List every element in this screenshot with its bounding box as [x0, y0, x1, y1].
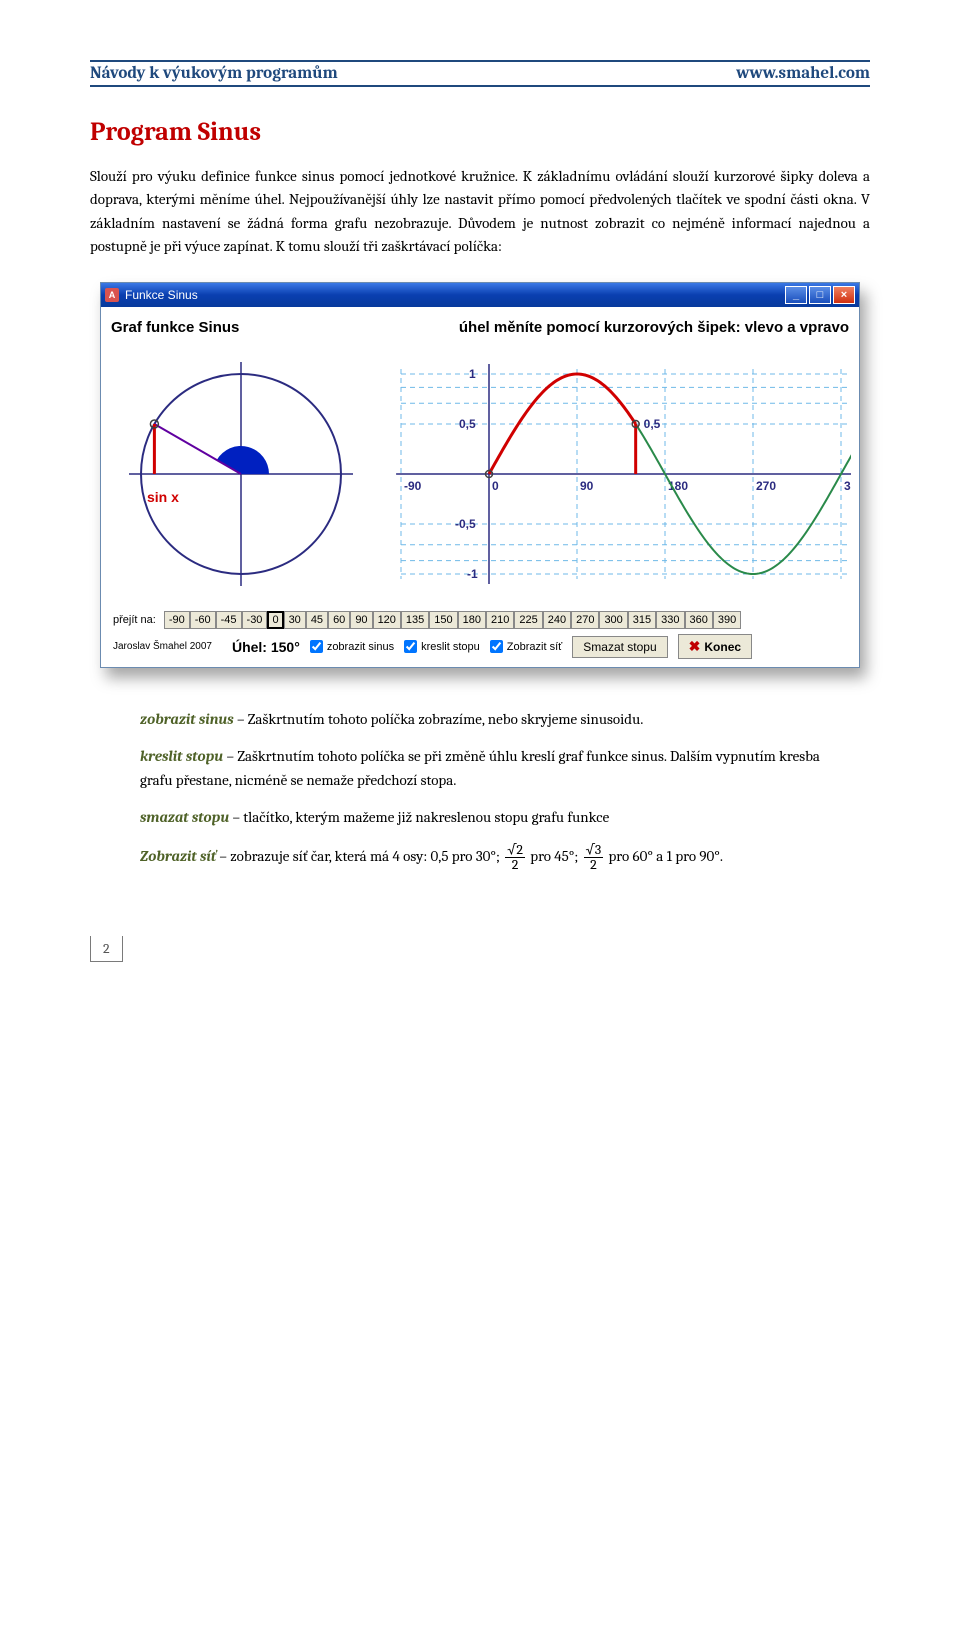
svg-text:90: 90: [580, 479, 594, 493]
def4-term: Zobrazit síť: [140, 847, 216, 865]
app-icon: A: [105, 288, 119, 302]
def1-term: zobrazit sinus: [140, 710, 234, 728]
window-titlebar: A Funkce Sinus _ □ ×: [101, 283, 859, 307]
def-zobrazit-sit: Zobrazit síť – zobrazuje síť čar, která …: [140, 843, 820, 872]
cb-sinus-label: zobrazit sinus: [327, 641, 394, 653]
svg-text:0: 0: [492, 479, 499, 493]
def2-term: kreslit stopu: [140, 747, 223, 765]
angle-preset-button[interactable]: 315: [628, 611, 656, 629]
def1-text: – Zaškrtnutím tohoto políčka zobrazíme, …: [234, 710, 644, 728]
angle-preset-button[interactable]: 30: [284, 611, 306, 629]
angle-preset-button[interactable]: 60: [328, 611, 350, 629]
def3-text: – tlačítko, kterým mažeme již nakresleno…: [229, 808, 609, 826]
heading-right: úhel měníte pomocí kurzorových šipek: vl…: [459, 319, 849, 336]
angle-preset-button[interactable]: 270: [571, 611, 599, 629]
window-title: Funkce Sinus: [125, 288, 198, 302]
bottom-controls-row: Jaroslav Šmahel 2007 Úhel: 150° zobrazit…: [111, 630, 849, 661]
angle-preset-button[interactable]: 240: [543, 611, 571, 629]
angle-preset-button[interactable]: 330: [656, 611, 684, 629]
svg-text:-0,5: -0,5: [455, 517, 476, 531]
fraction-sqrt3-2: √32: [584, 843, 604, 872]
angle-preset-button[interactable]: 180: [458, 611, 486, 629]
svg-text:0,5: 0,5: [644, 417, 661, 431]
svg-text:-90: -90: [404, 479, 422, 493]
angle-preset-button[interactable]: 120: [373, 611, 401, 629]
angle-preset-button[interactable]: -90: [164, 611, 190, 629]
angle-preset-button[interactable]: 210: [486, 611, 514, 629]
angle-preset-button[interactable]: -45: [216, 611, 242, 629]
svg-text:-1: -1: [467, 567, 478, 581]
def4-text-a: – zobrazuje síť čar, která má 4 osy: 0,5…: [216, 847, 503, 865]
cb-sinus-input[interactable]: [310, 640, 323, 653]
angle-buttons-row: přejít na: -90-60-45-3003045609012013515…: [111, 610, 849, 630]
angle-preset-button[interactable]: 360: [685, 611, 713, 629]
svg-text:sin x: sin x: [147, 489, 179, 505]
intro-paragraph: Slouží pro výuku definice funkce sinus p…: [90, 165, 870, 258]
konec-button[interactable]: ✖ Konec: [678, 634, 752, 659]
checkbox-kreslit-stopu[interactable]: kreslit stopu: [404, 640, 480, 653]
def4-text-b: pro 45°;: [527, 847, 582, 865]
page-number: 2: [90, 936, 123, 962]
svg-text:360: 360: [844, 479, 851, 493]
angle-preset-button[interactable]: 135: [401, 611, 429, 629]
angle-preset-button[interactable]: 0: [267, 611, 283, 629]
window-maximize-button[interactable]: □: [809, 286, 831, 304]
angle-preset-button[interactable]: 90: [350, 611, 372, 629]
smazat-stopu-button[interactable]: Smazat stopu: [572, 636, 667, 658]
app-screenshot: A Funkce Sinus _ □ × Graf funkce Sinus ú…: [100, 282, 860, 668]
page-footer: 2: [90, 886, 870, 962]
current-angle-label: Úhel: 150°: [232, 639, 300, 655]
cb-sit-label: Zobrazit síť: [507, 641, 562, 653]
fraction-sqrt2-2: √22: [505, 843, 525, 872]
def-kreslit-stopu: kreslit stopu – Zaškrtnutím tohoto políč…: [140, 745, 820, 792]
app-heading-row: Graf funkce Sinus úhel měníte pomocí kur…: [111, 319, 849, 336]
checkbox-zobrazit-sinus[interactable]: zobrazit sinus: [310, 640, 394, 653]
def-zobrazit-sinus: zobrazit sinus – Zaškrtnutím tohoto polí…: [140, 708, 820, 731]
svg-text:270: 270: [756, 479, 776, 493]
window-close-button[interactable]: ×: [833, 286, 855, 304]
cb-stopu-input[interactable]: [404, 640, 417, 653]
def3-term: smazat stopu: [140, 808, 229, 826]
angle-preset-button[interactable]: 390: [713, 611, 741, 629]
drawing-area: sin x-9009018027036010,5-0,5-10,5: [111, 344, 851, 604]
app-content: Graf funkce Sinus úhel měníte pomocí kur…: [101, 307, 859, 667]
definitions-block: zobrazit sinus – Zaškrtnutím tohoto polí…: [140, 708, 820, 872]
header-left: Návody k výukovým programům: [90, 64, 338, 83]
angle-preset-button[interactable]: 45: [306, 611, 328, 629]
def2-text: – Zaškrtnutím tohoto políčka se při změn…: [140, 747, 820, 788]
konec-label: Konec: [704, 640, 741, 654]
svg-text:0,5: 0,5: [459, 417, 476, 431]
cb-stopu-label: kreslit stopu: [421, 641, 480, 653]
def-smazat-stopu: smazat stopu – tlačítko, kterým mažeme j…: [140, 806, 820, 829]
angle-preset-button[interactable]: 225: [514, 611, 542, 629]
close-icon: ✖: [689, 638, 701, 655]
page-header: Návody k výukovým programům www.smahel.c…: [90, 60, 870, 87]
angle-preset-button[interactable]: -30: [242, 611, 268, 629]
cb-sit-input[interactable]: [490, 640, 503, 653]
window-minimize-button[interactable]: _: [785, 286, 807, 304]
author-label: Jaroslav Šmahel 2007: [113, 641, 212, 652]
def4-text-c: pro 60° a 1 pro 90°.: [605, 847, 723, 865]
angle-preset-button[interactable]: 300: [599, 611, 627, 629]
page-title: Program Sinus: [90, 117, 870, 147]
chart-svg: sin x-9009018027036010,5-0,5-10,5: [111, 344, 851, 604]
header-right: www.smahel.com: [736, 64, 870, 83]
svg-text:1: 1: [469, 367, 476, 381]
angle-preset-button[interactable]: -60: [190, 611, 216, 629]
checkbox-zobrazit-sit[interactable]: Zobrazit síť: [490, 640, 562, 653]
angle-preset-button[interactable]: 150: [429, 611, 457, 629]
prejit-label: přejít na:: [113, 614, 156, 626]
heading-left: Graf funkce Sinus: [111, 319, 239, 336]
